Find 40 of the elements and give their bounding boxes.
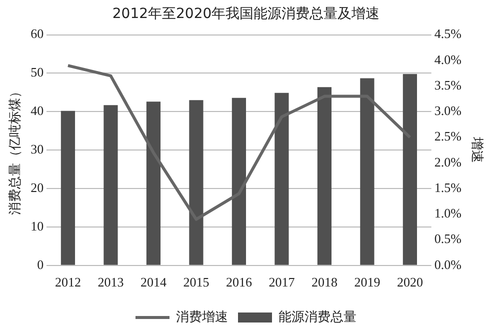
y2-tick-label: 0.0% <box>434 256 462 272</box>
y2-tick-label: 1.0% <box>434 206 462 221</box>
x-tick-label: 2017 <box>268 274 296 290</box>
y2-tick-label: 3.0% <box>434 103 462 118</box>
bar <box>60 110 76 265</box>
bar <box>274 92 289 265</box>
x-tick-label: 2020 <box>396 274 423 290</box>
x-tick-label: 2019 <box>354 274 380 290</box>
y-tick-label: 0 <box>37 256 44 272</box>
y-axis-title: 消费总量（亿吨标煤） <box>8 85 24 216</box>
bar <box>317 87 332 265</box>
x-tick-label: 2012 <box>54 274 81 290</box>
y2-tick-label: 2.5% <box>434 128 462 144</box>
y2-tick-label: 4.0% <box>434 52 462 67</box>
legend-label: 消费增速 <box>176 310 228 325</box>
x-tick-label: 2013 <box>98 274 124 290</box>
x-tick-label: 2018 <box>311 274 338 290</box>
chart-title: 2012年至2020年我国能源消费总量及增速 <box>112 6 380 22</box>
y2-tick-label: 1.5% <box>434 180 462 195</box>
y2-tick-label: 4.5% <box>434 26 462 42</box>
bar <box>402 74 417 265</box>
bar <box>104 105 118 265</box>
y2-tick-label: 3.5% <box>434 77 462 92</box>
y-tick-label: 30 <box>30 142 44 157</box>
x-tick-label: 2016 <box>226 274 252 290</box>
bar <box>146 102 161 265</box>
bar <box>360 78 374 265</box>
y2-tick-label: 0.5% <box>434 231 462 246</box>
x-tick-label: 2015 <box>183 274 210 290</box>
legend-label: 能源消费总量 <box>278 310 356 325</box>
y-tick-label: 10 <box>30 218 44 234</box>
bar <box>189 100 204 265</box>
y2-tick-label: 2.0% <box>434 154 462 170</box>
y-tick-label: 40 <box>30 103 44 118</box>
bar <box>232 98 246 265</box>
y-tick-label: 20 <box>30 180 44 195</box>
y2-axis-title: 增速 <box>468 136 484 164</box>
y-tick-label: 60 <box>30 26 44 42</box>
x-tick-label: 2014 <box>140 274 167 290</box>
y-tick-label: 50 <box>30 64 44 80</box>
